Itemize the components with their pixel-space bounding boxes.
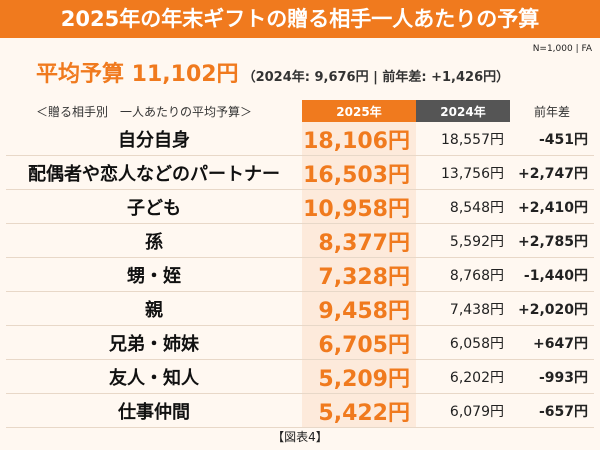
year-difference: -1,440円 xyxy=(510,257,594,292)
budget-2024: 6,079円 xyxy=(416,393,510,428)
year-difference: +647円 xyxy=(510,325,594,360)
table-row: 子ども 10,958円 8,548円 +2,410円 xyxy=(6,189,594,224)
budget-2024: 18,557円 xyxy=(416,122,510,156)
year-difference: -657円 xyxy=(510,393,594,428)
column-header: 2025年 xyxy=(302,100,416,122)
budget-2025: 8,377円 xyxy=(302,223,416,258)
recipient: 親 xyxy=(6,291,302,326)
table-row: 仕事仲間 5,422円 6,079円 -657円 xyxy=(6,393,594,428)
recipient: 配偶者や恋人などのパートナー xyxy=(6,155,302,190)
recipient: 友人・知人 xyxy=(6,359,302,394)
table-row: 孫 8,377円 5,592円 +2,785円 xyxy=(6,223,594,258)
budget-table: ＜贈る相手別 一人あたりの平均予算＞ 2025年 2024年 前年差 自分自身 1… xyxy=(6,100,594,428)
table-row: 自分自身 18,106円 18,557円 -451円 xyxy=(6,122,594,156)
title: 2025年の年末ギフトの贈る相手一人あたりの予算 xyxy=(0,0,600,38)
figure-caption: 【図表4】 xyxy=(272,430,328,444)
column-header: 2024年 xyxy=(416,100,510,122)
budget-2025: 10,958円 xyxy=(302,189,416,224)
summary-detail: （2024年: 9,676円 | 前年差: +1,426円） xyxy=(242,70,510,85)
table-row: 親 9,458円 7,438円 +2,020円 xyxy=(6,291,594,326)
summary: 平均予算 11,102円 （2024年: 9,676円 | 前年差: +1,426… xyxy=(36,56,509,88)
budget-2025: 6,705円 xyxy=(302,325,416,360)
budget-2025: 7,328円 xyxy=(302,257,416,292)
budget-2025: 18,106円 xyxy=(302,122,416,156)
column-header: 前年差 xyxy=(533,104,570,119)
budget-2024: 13,756円 xyxy=(416,155,510,190)
budget-2025: 5,209円 xyxy=(302,359,416,394)
year-difference: +2,410円 xyxy=(510,189,594,224)
recipient: 子ども xyxy=(6,189,302,224)
recipient: 甥・姪 xyxy=(6,257,302,292)
recipient: 兄弟・姉妹 xyxy=(6,325,302,360)
year-difference: -451円 xyxy=(510,122,594,156)
budget-2025: 16,503円 xyxy=(302,155,416,190)
table-row: 友人・知人 5,209円 6,202円 -993円 xyxy=(6,359,594,394)
budget-2024: 8,768円 xyxy=(416,257,510,292)
table-row: 兄弟・姉妹 6,705円 6,058円 +647円 xyxy=(6,325,594,360)
budget-2024: 7,438円 xyxy=(416,291,510,326)
year-difference: +2,020円 xyxy=(510,291,594,326)
budget-2024: 6,058円 xyxy=(416,325,510,360)
budget-2024: 6,202円 xyxy=(416,359,510,394)
budget-2024: 5,592円 xyxy=(416,223,510,258)
table-caption: ＜贈る相手別 一人あたりの平均予算＞ xyxy=(36,104,253,119)
budget-2024: 8,548円 xyxy=(416,189,510,224)
year-difference: +2,785円 xyxy=(510,223,594,258)
year-difference: -993円 xyxy=(510,359,594,394)
table-body: ＜贈る相手別 一人あたりの平均予算＞ 2025年 2024年 前年差 自分自身 1… xyxy=(6,100,594,428)
header-row: ＜贈る相手別 一人あたりの平均予算＞ 2025年 2024年 前年差 xyxy=(6,100,594,122)
recipient: 孫 xyxy=(6,223,302,258)
table-row: 甥・姪 7,328円 8,768円 -1,440円 xyxy=(6,257,594,292)
year-difference: +2,747円 xyxy=(510,155,594,190)
budget-2025: 9,458円 xyxy=(302,291,416,326)
recipient: 仕事仲間 xyxy=(6,393,302,428)
sample-note: N=1,000 | FA xyxy=(532,44,592,54)
table-row: 配偶者や恋人などのパートナー 16,503円 13,756円 +2,747円 xyxy=(6,155,594,190)
budget-2025: 5,422円 xyxy=(302,393,416,428)
average-budget: 平均予算 11,102円 xyxy=(36,62,239,87)
recipient: 自分自身 xyxy=(6,122,302,156)
